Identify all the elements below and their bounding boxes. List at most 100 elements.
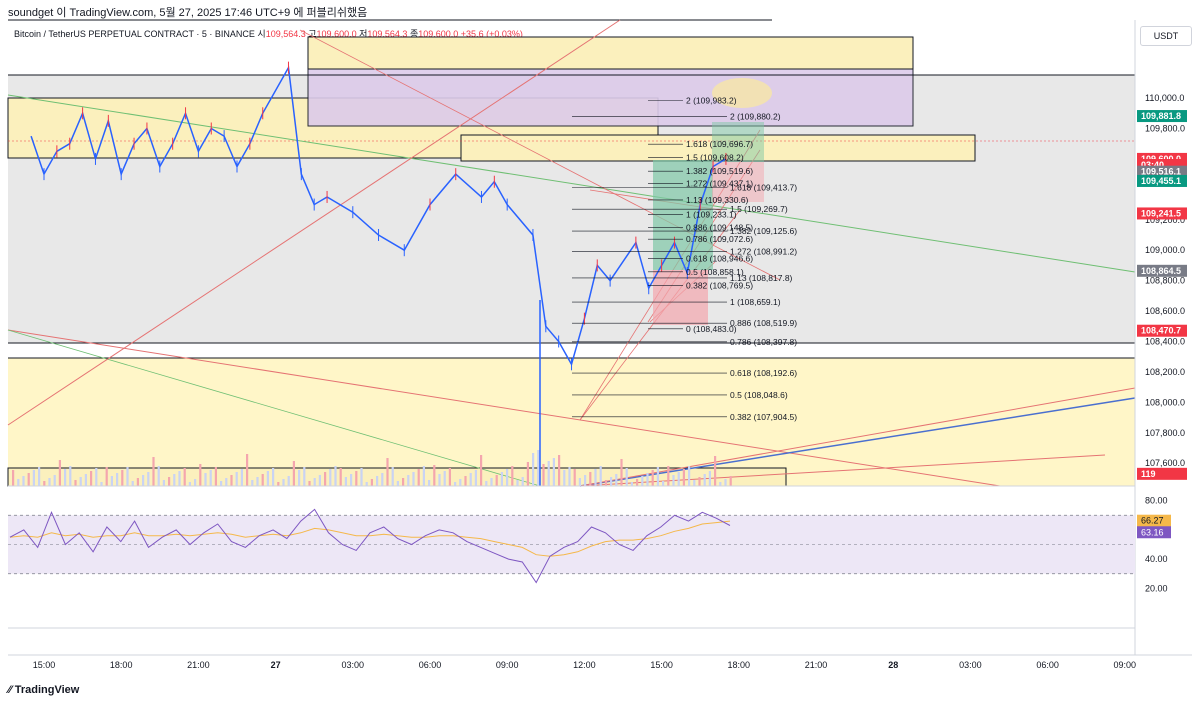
- rsi-label: 63.16: [1141, 527, 1164, 537]
- volume-bar: [636, 479, 639, 486]
- volume-bar: [58, 460, 61, 486]
- time-axis-tick: 03:00: [342, 660, 365, 670]
- fib-level-label: 1.5 (109,608.2): [686, 153, 744, 163]
- time-axis-tick: 15:00: [650, 660, 673, 670]
- price-label: 03:40: [1141, 160, 1164, 170]
- volume-bar: [235, 472, 238, 486]
- price-label-bg: [1137, 264, 1187, 277]
- volume-bar: [162, 480, 165, 486]
- volume-bar: [84, 474, 87, 486]
- red-trendline-down: [7, 329, 1001, 487]
- volume-bar: [27, 473, 30, 486]
- volume-bar: [318, 475, 321, 486]
- volume-bar: [490, 478, 493, 486]
- time-axis-tick: 18:00: [110, 660, 133, 670]
- time-axis-tick: 03:00: [959, 660, 982, 670]
- volume-bar: [682, 469, 685, 486]
- volume-bar: [110, 476, 113, 486]
- price-label-bg: [1137, 110, 1187, 123]
- volume-bar: [391, 467, 394, 486]
- volume-bar: [469, 473, 472, 486]
- volume-bar: [282, 479, 285, 486]
- volume-bar: [656, 467, 659, 486]
- volume-bar: [552, 458, 555, 486]
- low-label: 저: [359, 29, 368, 39]
- price-label: 108,470.7: [1141, 326, 1181, 336]
- volume-bar: [157, 466, 160, 486]
- time-axis-tick: 18:00: [728, 660, 751, 670]
- volume-bar: [74, 480, 77, 486]
- fib-level-label: 0.886 (108,519.9): [730, 318, 797, 328]
- volume-bar: [225, 478, 228, 486]
- fib-level-label: 1.13 (109,330.6): [686, 195, 749, 205]
- volume-bar: [396, 481, 399, 486]
- volume-bar: [630, 482, 633, 486]
- volume-bar: [69, 466, 72, 486]
- fib-level-label: 1 (109,233.1): [686, 210, 737, 220]
- top-yellow-box: [307, 36, 914, 70]
- volume-bar: [355, 471, 358, 486]
- volume-bar: [433, 465, 436, 486]
- volume-bar: [100, 482, 103, 486]
- volume-bar: [376, 476, 379, 486]
- time-axis-tick: 09:00: [1114, 660, 1137, 670]
- price-label: 109,516.1: [1141, 167, 1181, 177]
- volume-bar: [714, 456, 717, 486]
- change-value: +35.6 (+0.03%): [460, 29, 523, 39]
- volume-bar: [272, 468, 275, 486]
- fib-level-label: 1.618 (109,413.7): [730, 182, 797, 192]
- lower-yellow-zone: [8, 358, 1135, 486]
- volume-bar: [563, 470, 566, 486]
- fib-level-label: 2 (109,880.2): [730, 111, 781, 121]
- volume-bar: [230, 475, 233, 486]
- price-axis-tick: 108,400.0: [1145, 336, 1185, 346]
- volume-bar: [438, 474, 441, 486]
- volume-bar: [594, 469, 597, 486]
- volume-bar: [708, 471, 711, 486]
- tradingview-logo[interactable]: ⁄⁄ TradingView: [8, 684, 79, 696]
- time-axis-tick: 06:00: [1036, 660, 1059, 670]
- volume-bar: [422, 466, 425, 486]
- volume-bar: [126, 467, 129, 486]
- volume-bar: [178, 471, 181, 486]
- price-label-bg: [1137, 324, 1187, 337]
- fib-level-label: 1 (108,659.1): [730, 297, 781, 307]
- volume-bar: [443, 471, 446, 486]
- volume-bar: [251, 480, 254, 486]
- fib-level-label: 0.618 (108,192.6): [730, 368, 797, 378]
- fib-level-label: 0.382 (107,904.5): [730, 412, 797, 422]
- volume-bar: [667, 466, 670, 486]
- currency-button[interactable]: USDT: [1140, 26, 1192, 46]
- volume-bar: [604, 480, 607, 486]
- fib-level-label: 0.618 (108,946.6): [686, 253, 753, 263]
- price-label: 109,600.0: [1141, 154, 1181, 164]
- volume-bar: [516, 480, 519, 486]
- volume-bar: [53, 475, 56, 486]
- fib-level-label: 1.272 (109,437.1): [686, 179, 753, 189]
- volume-bar: [417, 469, 420, 486]
- fib-level-label: 0.886 (109,148.5): [686, 223, 753, 233]
- volume-bar: [370, 479, 373, 486]
- volume-bar: [256, 477, 259, 486]
- volume-bar: [521, 477, 524, 486]
- volume-bar: [277, 482, 280, 486]
- volume-bar: [688, 466, 691, 486]
- price-axis-tick: 109,000.0: [1145, 245, 1185, 255]
- volume-bar: [350, 474, 353, 486]
- fib-level-label: 1.272 (108,991.2): [730, 247, 797, 257]
- volume-bar: [495, 475, 498, 486]
- price-label-bg: [1137, 174, 1187, 187]
- fib-level-label: 0.786 (108,397.8): [730, 337, 797, 347]
- rsi-ma-label-bg: [1137, 514, 1171, 527]
- volume-bar: [308, 481, 311, 486]
- volume-bar: [173, 474, 176, 486]
- volume-bar: [298, 470, 301, 486]
- symbol-name[interactable]: Bitcoin / TetherUS PERPETUAL CONTRACT · …: [14, 29, 255, 39]
- volume-bar: [116, 473, 119, 486]
- fib-level-label: 0.382 (108,769.5): [686, 280, 753, 290]
- volume-bar: [620, 459, 623, 486]
- time-axis-tick: 12:00: [573, 660, 596, 670]
- red-trendline-up: [579, 387, 1136, 487]
- volume-bar: [303, 467, 306, 486]
